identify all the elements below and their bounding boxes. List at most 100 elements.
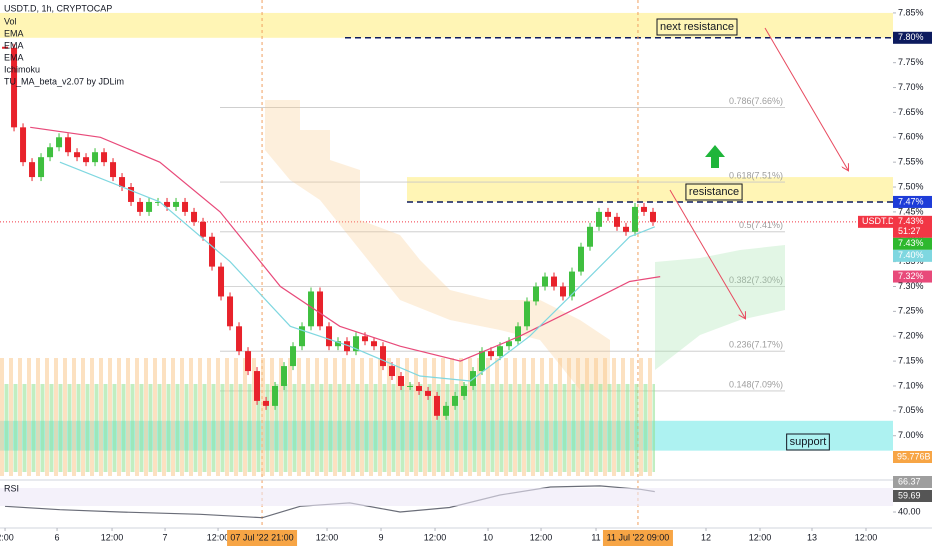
candle xyxy=(299,326,306,347)
y-tick-label: 7.20% xyxy=(898,331,924,341)
candle xyxy=(290,346,297,367)
candle xyxy=(119,177,126,188)
candle xyxy=(110,162,117,178)
price-tag xyxy=(893,237,932,250)
candle xyxy=(461,385,468,396)
fib-label: 0.382(7.30%) xyxy=(729,275,783,285)
arrow xyxy=(764,27,848,170)
legend-item: EMA xyxy=(4,40,24,50)
candle xyxy=(506,341,513,347)
x-tick-label: 12:00 xyxy=(749,532,772,542)
candle xyxy=(137,201,144,212)
price-tag xyxy=(893,31,932,44)
legend-title: USDT.D, 1h, CRYPTOCAP xyxy=(4,3,112,13)
price-tag-label: 7.47% xyxy=(898,196,924,206)
candle xyxy=(559,286,566,297)
y-tick-label: 7.50% xyxy=(898,181,924,191)
ema-line xyxy=(30,126,661,362)
zone-label: next resistance xyxy=(660,21,734,33)
x-tick-label: 9 xyxy=(379,532,384,542)
candle xyxy=(155,201,162,203)
crosshair-label: 11 Jul '22 09:00 xyxy=(607,532,670,542)
candle xyxy=(362,336,369,342)
candle xyxy=(595,211,602,227)
y-tick-label: 7.00% xyxy=(898,430,924,440)
candle xyxy=(586,226,593,247)
volume-tag-label: 95.776B xyxy=(897,451,931,461)
zone-label-box xyxy=(656,18,738,36)
price-tag-label: 7.80% xyxy=(898,32,924,42)
candle xyxy=(407,385,414,387)
candle xyxy=(335,341,342,347)
y-tick-label: 7.65% xyxy=(898,107,924,117)
y-tick-label: 7.10% xyxy=(898,380,924,390)
legend-item: Ichimoku xyxy=(4,64,40,74)
fib-label: 0.148(7.09%) xyxy=(729,379,783,389)
candle xyxy=(550,276,557,287)
fib-label: 0.786(7.66%) xyxy=(729,96,783,106)
zone-label-box xyxy=(685,183,743,201)
price-tag-label: 7.40% xyxy=(898,250,924,260)
x-tick-label: 12:00 xyxy=(855,532,878,542)
candle xyxy=(128,187,135,202)
rsi-tick-label: 40.00 xyxy=(898,506,921,516)
rsi-tag xyxy=(893,476,932,488)
candle xyxy=(640,206,647,212)
x-tick-label: 2:00 xyxy=(0,532,14,542)
volume-bars xyxy=(0,358,655,476)
zone-label: resistance xyxy=(689,186,739,198)
fib-label: 0.236(7.17%) xyxy=(729,340,783,350)
candle xyxy=(83,157,90,163)
candle xyxy=(622,226,629,232)
rsi-label: RSI xyxy=(4,483,19,493)
price-tag-label: 7.43% xyxy=(898,216,924,226)
y-tick-label: 7.70% xyxy=(898,82,924,92)
candle xyxy=(281,366,288,386)
candle xyxy=(488,351,495,357)
y-tick-label: 7.30% xyxy=(898,281,924,291)
legend-item: EMA xyxy=(4,28,24,38)
x-tick-label: 6 xyxy=(55,532,60,542)
candle xyxy=(523,301,530,327)
candle xyxy=(326,326,333,347)
candle xyxy=(380,346,387,367)
x-tick-label: 11 xyxy=(591,532,600,542)
candle xyxy=(568,271,575,297)
candle xyxy=(353,336,360,352)
candle xyxy=(92,152,99,163)
candle xyxy=(308,291,315,327)
x-tick-label: 12:00 xyxy=(101,532,124,542)
symbol-tag xyxy=(858,215,893,228)
candle xyxy=(317,291,324,327)
price-tag xyxy=(893,195,932,208)
candle xyxy=(173,201,180,207)
candle xyxy=(101,152,108,163)
candle xyxy=(227,296,234,327)
candle xyxy=(613,216,620,227)
x-tick-label: 10 xyxy=(483,532,493,542)
candle xyxy=(443,405,450,416)
price-tag xyxy=(893,215,932,238)
ema-line xyxy=(59,161,656,382)
plot xyxy=(2,43,661,519)
price-tag xyxy=(893,249,932,262)
crosshair-tag xyxy=(227,530,298,546)
countdown: 51:27 xyxy=(898,226,921,236)
fib-label: 0.5(7.41%) xyxy=(739,220,783,230)
candle xyxy=(218,266,225,297)
y-tick-label: 7.25% xyxy=(898,306,924,316)
price-tag xyxy=(893,270,932,283)
crosshair-label: 07 Jul '22 21:00 xyxy=(230,532,293,542)
rsi-tag-label: 59.69 xyxy=(898,490,921,500)
candle xyxy=(514,326,521,342)
candle xyxy=(209,236,216,267)
x-tick-label: 13 xyxy=(807,532,817,542)
candle xyxy=(371,341,378,347)
arrow xyxy=(669,189,745,318)
candle xyxy=(272,385,279,406)
legend-item: Vol xyxy=(4,16,17,26)
candle xyxy=(398,376,405,386)
price-tag-label: 7.43% xyxy=(898,238,924,248)
x-tick-label: 12:00 xyxy=(316,532,339,542)
candle xyxy=(200,221,207,237)
